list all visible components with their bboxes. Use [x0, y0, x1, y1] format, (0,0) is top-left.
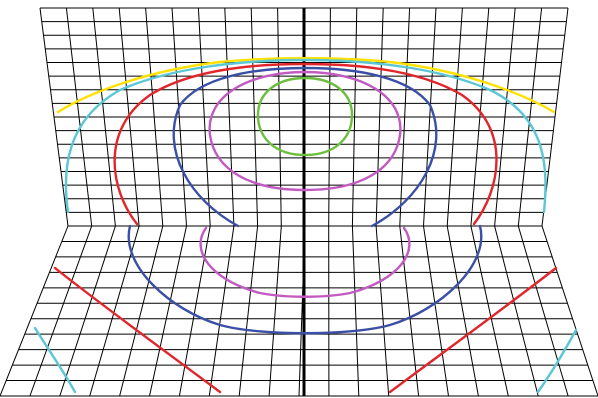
- floor-grid-vline: [238, 225, 259, 397]
- floor-grid-vline: [119, 225, 164, 397]
- floor-grid-vline: [178, 225, 211, 397]
- floor-grid-vline: [375, 225, 390, 397]
- contour-magenta-back: [208, 70, 402, 192]
- contour-red-floor-left: [53, 266, 222, 394]
- floor-grid-vline: [423, 225, 449, 397]
- floor-grid-vline: [59, 225, 116, 397]
- floor-grid: [0, 225, 598, 397]
- contour-blue-floor: [127, 224, 483, 335]
- floor-grid-vline: [470, 225, 509, 397]
- floor-grid-vline: [0, 225, 69, 397]
- floor-grid-vline: [29, 225, 93, 397]
- contour-red-back: [113, 62, 498, 226]
- contour-cyan-floor-left: [33, 326, 77, 394]
- contour-cyan: [64, 58, 547, 214]
- contour-green: [256, 76, 354, 157]
- contour-yellow: [56, 57, 556, 114]
- floor-grid-vline: [399, 225, 420, 397]
- floor-grid-vline: [89, 225, 140, 397]
- contour-blue-back: [172, 66, 438, 228]
- floor-grid-vline: [517, 225, 569, 397]
- contour-red-floor-right: [388, 266, 558, 394]
- floor-grid-vline: [541, 225, 598, 397]
- floor-grid-vline: [446, 225, 479, 397]
- floor-grid-vline: [268, 225, 282, 397]
- floor-grid-vline: [208, 225, 235, 397]
- floor-grid-vline: [494, 225, 539, 397]
- contour-magenta-floor: [199, 226, 411, 298]
- floor-grid-vline: [351, 225, 360, 397]
- floor-grid-vline: [149, 225, 187, 397]
- contour-cyan-floor-right: [536, 328, 578, 394]
